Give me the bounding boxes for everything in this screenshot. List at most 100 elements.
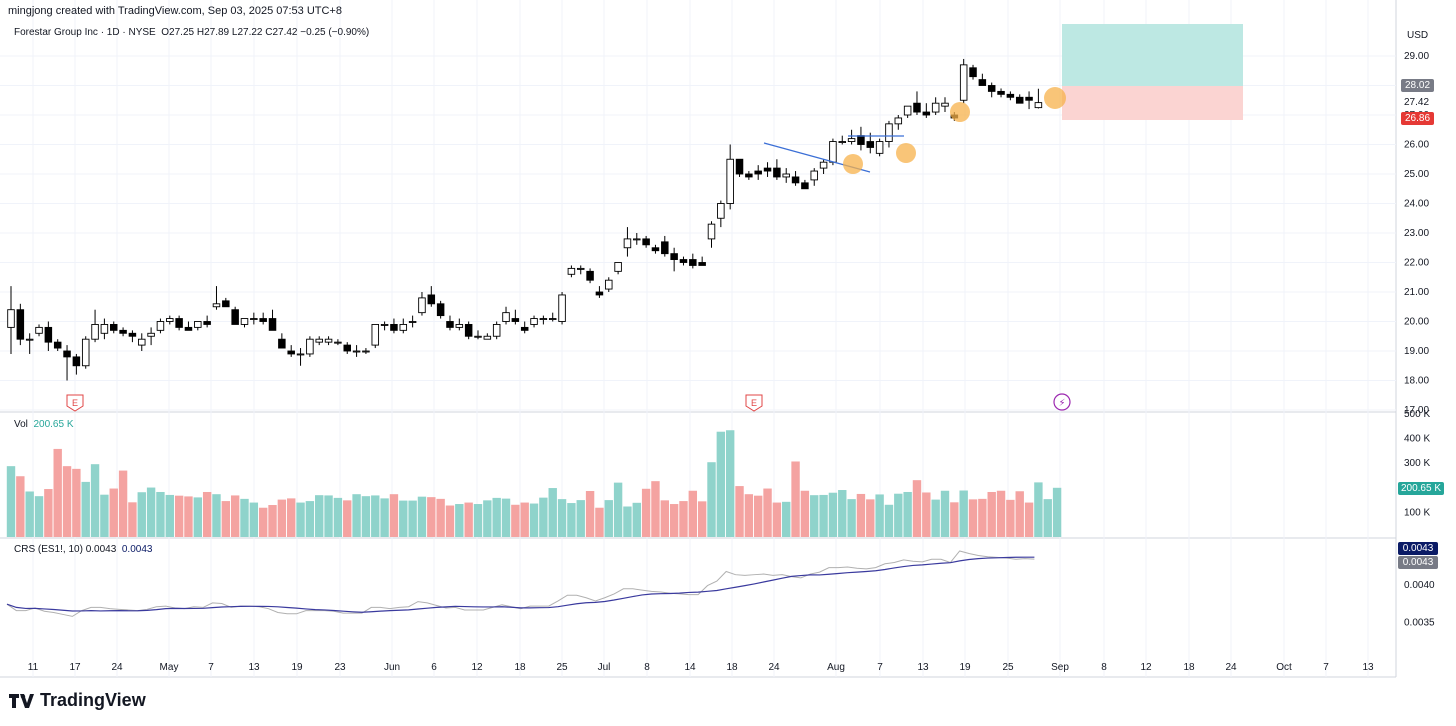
candle[interactable] <box>100 318 109 340</box>
candle[interactable] <box>539 315 548 325</box>
candle[interactable] <box>240 318 249 328</box>
candle[interactable] <box>464 321 473 340</box>
volume-bar[interactable] <box>950 502 959 537</box>
volume-bar[interactable] <box>399 500 408 537</box>
volume-bar[interactable] <box>230 495 240 537</box>
candle[interactable] <box>726 144 734 210</box>
candle[interactable] <box>418 292 426 316</box>
volume-bar[interactable] <box>221 501 231 537</box>
volume-bar[interactable] <box>287 498 296 537</box>
candle[interactable] <box>670 247 678 272</box>
volume-bar[interactable] <box>483 500 492 537</box>
volume-bar[interactable] <box>445 505 455 537</box>
candle[interactable] <box>35 324 43 337</box>
volume-bar[interactable] <box>669 504 679 537</box>
candle[interactable] <box>586 268 594 284</box>
volume-bar[interactable] <box>174 495 184 537</box>
volume-bar[interactable] <box>856 493 866 537</box>
volume-bar[interactable] <box>44 489 53 537</box>
volume-bar[interactable] <box>427 497 436 537</box>
candle[interactable] <box>810 168 818 186</box>
volume-bar[interactable] <box>838 490 847 537</box>
candle[interactable] <box>7 286 15 354</box>
volume-bar[interactable] <box>772 502 782 537</box>
volume-bar[interactable] <box>343 500 352 537</box>
volume-bar[interactable] <box>417 496 427 537</box>
candle[interactable] <box>931 97 940 115</box>
candle[interactable] <box>63 345 71 381</box>
volume-bar[interactable] <box>100 494 109 537</box>
candle[interactable] <box>735 158 744 177</box>
candle[interactable] <box>44 321 53 352</box>
volume-bar[interactable] <box>455 504 464 537</box>
candle[interactable] <box>259 312 267 325</box>
candle[interactable] <box>633 233 641 245</box>
candle[interactable] <box>595 286 604 298</box>
candle[interactable] <box>651 244 660 254</box>
volume-bar[interactable] <box>156 491 165 537</box>
volume-bar[interactable] <box>576 500 585 537</box>
volume-bar[interactable] <box>352 494 361 537</box>
volume-bar[interactable] <box>324 495 333 537</box>
volume-bar[interactable] <box>371 495 380 537</box>
volume-bar[interactable] <box>660 500 669 537</box>
candle[interactable] <box>72 353 81 375</box>
volume-bar[interactable] <box>1024 502 1034 537</box>
candle[interactable] <box>184 321 193 331</box>
candle[interactable] <box>81 336 90 369</box>
candle[interactable] <box>707 221 716 248</box>
volume-bar[interactable] <box>436 498 445 537</box>
candle[interactable] <box>306 336 314 357</box>
volume-bar[interactable] <box>501 498 511 537</box>
candle[interactable] <box>801 179 809 190</box>
volume-bar[interactable] <box>996 490 1006 537</box>
candle[interactable] <box>436 300 445 319</box>
volume-bar[interactable] <box>34 496 44 537</box>
candle[interactable] <box>763 162 772 177</box>
volume-bar[interactable] <box>193 497 202 537</box>
candle[interactable] <box>492 321 501 340</box>
candle[interactable] <box>175 315 183 331</box>
candle[interactable] <box>922 103 931 118</box>
candle[interactable] <box>203 315 211 328</box>
volume-bar[interactable] <box>146 487 156 537</box>
candle[interactable] <box>324 336 333 346</box>
candle[interactable] <box>679 256 688 266</box>
volume-bar[interactable] <box>268 505 277 537</box>
candle[interactable] <box>847 129 856 145</box>
candle[interactable] <box>446 315 454 331</box>
volume-bar[interactable] <box>557 499 567 537</box>
volume-bar[interactable] <box>53 448 62 537</box>
volume-bar[interactable] <box>90 464 100 537</box>
volume-bar[interactable] <box>567 503 576 537</box>
volume-bar[interactable] <box>1006 499 1015 537</box>
candle[interactable] <box>773 159 781 180</box>
candle[interactable] <box>474 330 482 340</box>
volume-bar[interactable] <box>529 503 539 537</box>
volume-bar[interactable] <box>548 488 557 537</box>
candle[interactable] <box>875 138 884 157</box>
candle[interactable] <box>689 253 697 269</box>
volume-bar[interactable] <box>987 491 996 537</box>
candle[interactable] <box>605 277 613 292</box>
volume-bar[interactable] <box>305 501 315 537</box>
candle[interactable] <box>343 342 351 354</box>
earnings-marker-1[interactable]: E <box>66 394 84 412</box>
volume-bar[interactable] <box>539 497 548 537</box>
candle[interactable] <box>483 333 492 340</box>
volume-bar[interactable] <box>613 482 623 537</box>
candle[interactable] <box>287 345 295 357</box>
candle[interactable] <box>390 318 398 334</box>
candle[interactable] <box>156 318 165 334</box>
volume-bar[interactable] <box>389 494 399 537</box>
candle[interactable] <box>352 345 361 357</box>
volume-bar[interactable] <box>62 466 72 537</box>
dividend-marker[interactable]: ⚡ <box>1053 393 1071 411</box>
crs-average-line[interactable] <box>6 556 1035 613</box>
volume-bar[interactable] <box>931 499 940 537</box>
volume-bar[interactable] <box>165 494 174 537</box>
candle[interactable] <box>268 309 277 331</box>
candle[interactable] <box>978 73 987 86</box>
candle[interactable] <box>1034 88 1043 109</box>
